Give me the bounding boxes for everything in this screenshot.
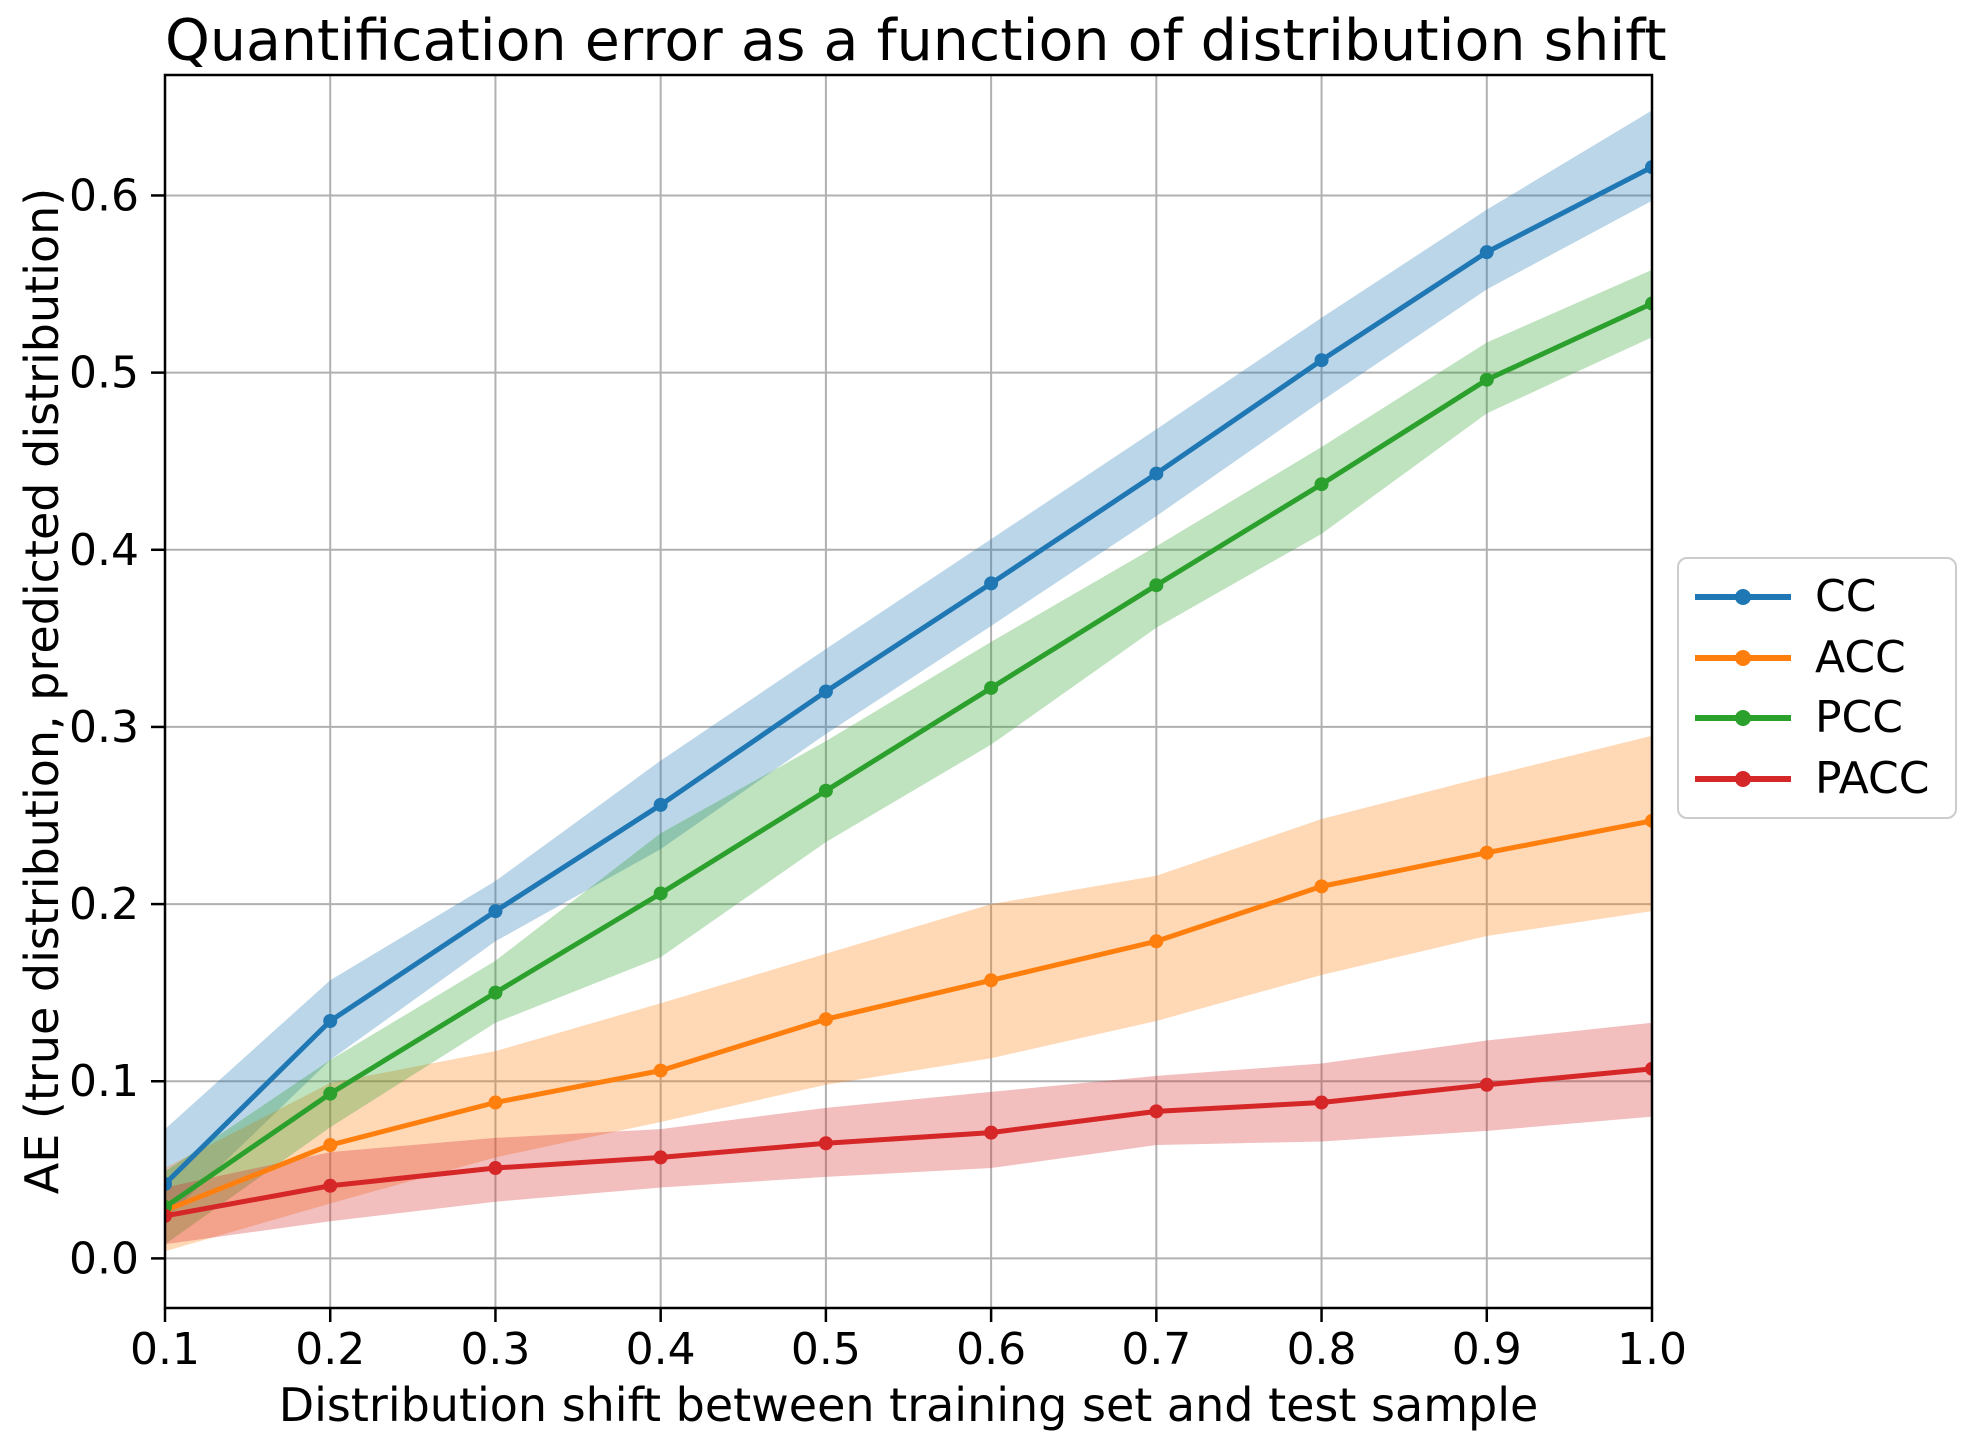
legend-label-acc: ACC bbox=[1815, 631, 1906, 683]
marker-pcc bbox=[1314, 477, 1329, 492]
marker-pcc bbox=[323, 1086, 338, 1101]
marker-pcc bbox=[653, 886, 668, 901]
marker-acc bbox=[1149, 934, 1164, 949]
marker-pcc bbox=[984, 680, 999, 695]
tick-marks bbox=[151, 194, 1654, 1322]
marker-pcc bbox=[1479, 372, 1494, 387]
marker-pacc bbox=[488, 1161, 503, 1176]
plot-spines bbox=[163, 73, 1654, 1310]
marker-cc bbox=[165, 1176, 172, 1191]
legend-label-pacc: PACC bbox=[1815, 752, 1930, 804]
y-tick-label: 0.2 bbox=[69, 879, 139, 930]
legend-line-sample-cc bbox=[1695, 589, 1791, 606]
x-tick-label: 0.5 bbox=[791, 1324, 861, 1375]
marker-pacc bbox=[1314, 1095, 1329, 1110]
band-acc bbox=[165, 735, 1652, 1252]
line-cc bbox=[165, 164, 1652, 1187]
marker-pacc bbox=[1645, 1061, 1652, 1076]
y-axis-label: AE (true distribution, predicted distrib… bbox=[15, 187, 69, 1195]
x-tick-label: 0.4 bbox=[626, 1324, 696, 1375]
marker-pacc bbox=[984, 1125, 999, 1140]
marker-acc bbox=[818, 1012, 833, 1027]
marker-pcc bbox=[488, 985, 503, 1000]
marker-acc bbox=[653, 1063, 668, 1078]
legend-entry-acc: ACC bbox=[1693, 631, 1955, 683]
marker-acc bbox=[1645, 813, 1652, 828]
marker-acc bbox=[1479, 845, 1494, 860]
y-tick-label: 0.3 bbox=[69, 702, 139, 753]
legend-line-sample-pacc bbox=[1695, 770, 1791, 787]
band-pacc bbox=[165, 1022, 1652, 1245]
x-tick-label: 0.7 bbox=[1121, 1324, 1191, 1375]
marker-acc bbox=[1314, 879, 1329, 894]
legend-entry-cc: CC bbox=[1693, 575, 1955, 619]
legend-entry-pacc: PACC bbox=[1693, 752, 1955, 804]
marker-pacc bbox=[1149, 1104, 1164, 1119]
legend: CC ACC PCC PACC bbox=[1677, 557, 1957, 819]
y-tick-label: 0.1 bbox=[69, 1056, 139, 1107]
line-pcc bbox=[165, 301, 1652, 1210]
marker-pcc bbox=[1645, 296, 1652, 311]
y-tick-label: 0.0 bbox=[69, 1233, 139, 1284]
marker-pacc bbox=[653, 1150, 668, 1165]
legend-label-cc: CC bbox=[1815, 571, 1877, 623]
marker-pacc bbox=[1479, 1077, 1494, 1092]
marker-cc bbox=[653, 797, 668, 812]
marker-acc bbox=[323, 1138, 338, 1153]
marker-cc bbox=[488, 904, 503, 919]
legend-line-sample-acc bbox=[1695, 649, 1791, 666]
marker-cc bbox=[1645, 160, 1652, 175]
legend-entry-pcc: PCC bbox=[1693, 696, 1955, 740]
marker-pcc bbox=[818, 783, 833, 798]
marker-cc bbox=[1149, 466, 1164, 481]
marker-cc bbox=[1479, 245, 1494, 260]
tick-labels: 0.1 0.2 0.3 0.4 0.5 0.6 0.7 0.8 0.9 1.0 0.0 0.1 0.2 0… bbox=[69, 170, 1687, 1375]
confidence-bands bbox=[165, 110, 1652, 1252]
y-tick-label: 0.5 bbox=[69, 348, 139, 399]
chart-title: Quantification error as a function of di… bbox=[165, 8, 1667, 74]
marker-cc bbox=[1314, 353, 1329, 368]
y-tick-label: 0.6 bbox=[69, 170, 139, 221]
legend-line-sample-pcc bbox=[1695, 710, 1791, 727]
marker-pacc bbox=[165, 1208, 172, 1223]
series-pacc bbox=[165, 1061, 1652, 1223]
x-tick-label: 0.8 bbox=[1287, 1324, 1357, 1375]
marker-cc bbox=[323, 1014, 338, 1029]
band-pcc bbox=[165, 269, 1652, 1245]
line-acc bbox=[165, 818, 1652, 1214]
x-tick-label: 0.1 bbox=[130, 1324, 200, 1375]
marker-acc bbox=[488, 1095, 503, 1110]
x-tick-label: 1.0 bbox=[1617, 1324, 1687, 1375]
series-pcc bbox=[165, 296, 1652, 1215]
x-tick-label: 0.9 bbox=[1452, 1324, 1522, 1375]
x-axis-label: Distribution shift between training set … bbox=[278, 1378, 1539, 1432]
marker-pacc bbox=[323, 1178, 338, 1193]
marker-cc bbox=[818, 684, 833, 699]
marker-pcc bbox=[1149, 578, 1164, 593]
series-cc bbox=[165, 160, 1652, 1191]
y-tick-label: 0.4 bbox=[69, 525, 139, 576]
line-pacc bbox=[165, 1066, 1652, 1219]
x-tick-label: 0.2 bbox=[295, 1324, 365, 1375]
x-tick-label: 0.6 bbox=[956, 1324, 1026, 1375]
x-tick-label: 0.3 bbox=[460, 1324, 530, 1375]
marker-cc bbox=[984, 576, 999, 591]
legend-label-pcc: PCC bbox=[1815, 692, 1903, 744]
marker-acc bbox=[984, 973, 999, 988]
marker-pacc bbox=[818, 1136, 833, 1151]
